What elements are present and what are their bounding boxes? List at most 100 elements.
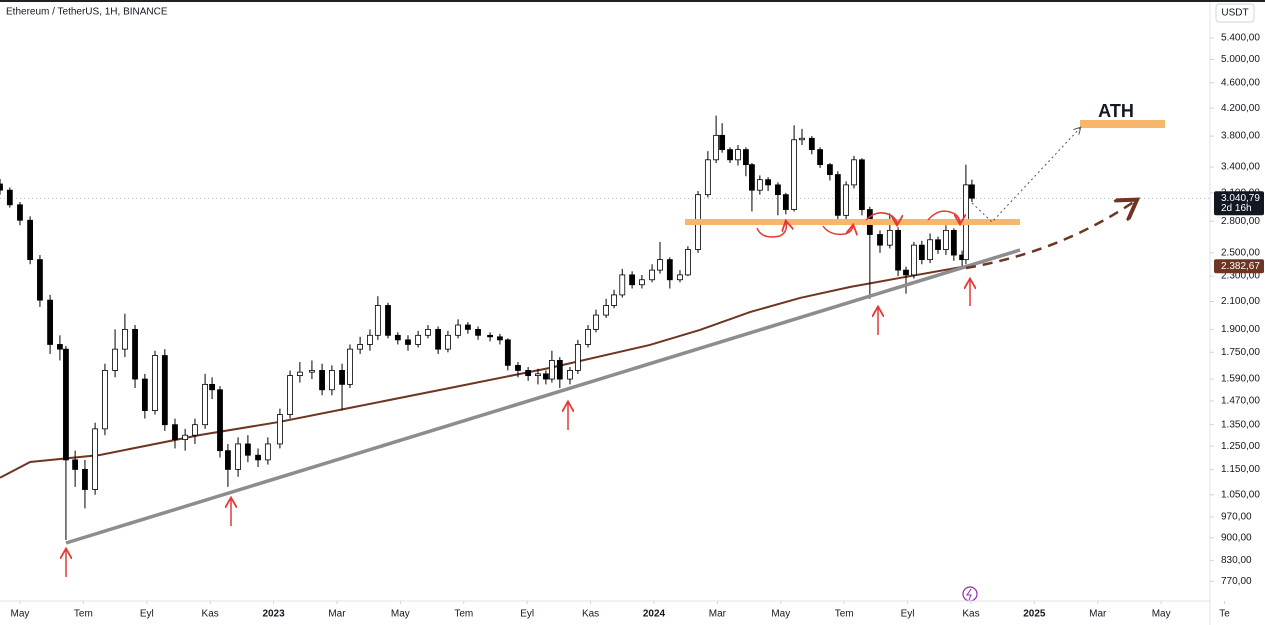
candle	[172, 418, 178, 449]
candle-body	[657, 259, 663, 271]
candle	[264, 437, 271, 465]
candle	[791, 125, 797, 212]
candle-body	[927, 239, 933, 261]
y-tick-label: 2.500,00	[1221, 247, 1260, 258]
candle	[782, 192, 789, 215]
candle	[287, 370, 293, 419]
candle-body	[542, 373, 549, 380]
candle	[969, 179, 975, 203]
candle-body	[704, 159, 711, 196]
candle-body	[556, 360, 563, 380]
candle	[927, 233, 933, 264]
candle-body	[918, 244, 925, 261]
candle	[121, 313, 128, 358]
x-tick-label: Mar	[328, 609, 346, 620]
candle	[319, 363, 325, 396]
candle-body	[319, 370, 325, 391]
candle	[6, 187, 13, 208]
x-tick-label: May	[1152, 609, 1171, 620]
candle-body	[347, 348, 353, 385]
candle-body	[92, 428, 99, 490]
y-tick-label: 4.600,00	[1221, 77, 1260, 88]
x-tick-label: May	[11, 609, 30, 620]
candle	[657, 241, 663, 274]
candle	[593, 309, 599, 333]
candle-body	[808, 137, 815, 151]
candle	[834, 171, 841, 221]
red-arrows	[66, 210, 970, 577]
candle-body	[775, 184, 781, 196]
y-tick-label: 5.000,00	[1221, 54, 1260, 65]
candle	[82, 459, 88, 509]
candle-body	[903, 269, 909, 276]
candle	[704, 151, 711, 198]
candle	[504, 338, 511, 371]
candle	[455, 319, 461, 339]
candle-body	[209, 383, 215, 391]
x-tick-label: May	[391, 609, 410, 620]
candle	[950, 228, 957, 261]
candle	[347, 344, 353, 388]
candle	[619, 268, 626, 298]
x-tick-label: Kas	[962, 609, 979, 620]
candle	[895, 227, 901, 277]
candle	[877, 230, 883, 253]
candle	[775, 182, 781, 216]
candle	[475, 326, 481, 340]
candle-body	[791, 139, 797, 210]
candle-body	[415, 334, 422, 345]
candle	[225, 443, 231, 487]
candle-body	[886, 229, 893, 246]
candle-body	[6, 189, 13, 206]
trend-line	[65, 248, 1021, 545]
chart-title: Ethereum / TetherUS, 1H, BINANCE	[6, 7, 168, 18]
candle-body	[756, 179, 763, 191]
currency: USDT	[1221, 8, 1248, 19]
currency-box	[1215, 3, 1255, 23]
last-price-label: 3.040,79	[1221, 193, 1260, 204]
axes: 5.400,00 5.000,00 4.600,00 4.200,00 3.800,00…	[11, 33, 1264, 620]
y-tick-label: 2.800,00	[1221, 216, 1260, 227]
candle-body	[911, 244, 917, 276]
candle-body	[504, 339, 511, 366]
candle-body	[487, 334, 493, 338]
x-tick-label: 2025	[1023, 609, 1046, 620]
candle	[277, 408, 283, 449]
candle-body	[152, 355, 158, 411]
candle	[827, 163, 833, 181]
y-tick-label: 1.050,00	[1221, 489, 1260, 500]
candle-body	[27, 219, 34, 261]
candle	[425, 325, 431, 339]
candle	[684, 246, 691, 277]
candle-body	[172, 424, 178, 440]
candle	[911, 241, 917, 279]
candle	[943, 225, 949, 256]
candle	[63, 346, 69, 540]
candle-body	[677, 274, 683, 281]
candle-body	[834, 174, 841, 216]
last-price-box	[1214, 191, 1264, 216]
candle-body	[132, 328, 138, 380]
candle	[255, 448, 261, 467]
candle	[235, 437, 241, 477]
candle	[556, 357, 563, 388]
candle	[92, 422, 99, 495]
candle-body	[843, 184, 849, 216]
x-tick-label: Eyl	[520, 609, 534, 620]
y-tick-label: 770,00	[1221, 576, 1252, 587]
candle	[603, 298, 610, 318]
candle	[629, 271, 636, 289]
candle-body	[339, 370, 345, 385]
candle-body	[935, 239, 941, 250]
candle-body	[969, 184, 975, 199]
candle	[756, 175, 763, 195]
x-tick-label: Eyl	[140, 609, 154, 620]
candle-body	[57, 344, 63, 350]
candle	[677, 270, 683, 283]
candle-body	[455, 324, 461, 336]
candle	[244, 435, 251, 463]
candle-body	[782, 194, 789, 210]
candle	[749, 163, 755, 212]
candle	[843, 181, 849, 220]
